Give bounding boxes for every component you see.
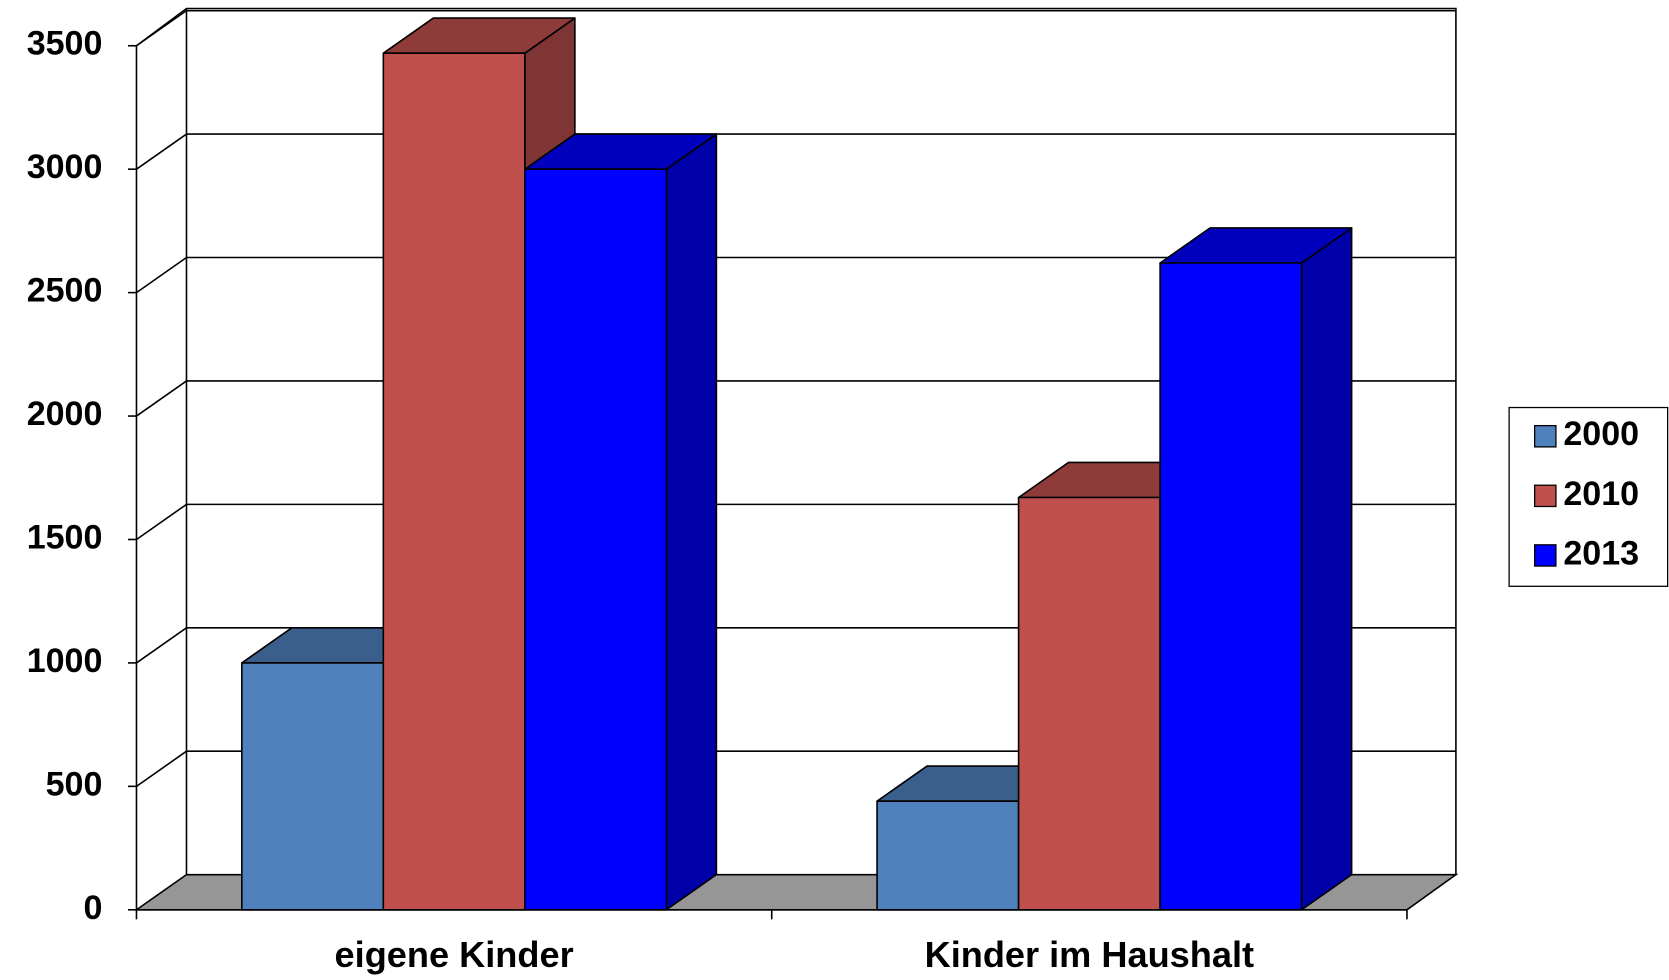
- legend-swatch: [1534, 484, 1557, 508]
- y-tick-label: 1500: [27, 518, 103, 556]
- bar: [524, 133, 718, 911]
- bar-front: [382, 52, 526, 911]
- y-tick-label: 2500: [27, 272, 103, 310]
- legend-label: 2013: [1563, 534, 1639, 572]
- grid-line: [136, 256, 1456, 294]
- legend-label: 2000: [1563, 415, 1639, 453]
- bar-front: [1017, 496, 1161, 911]
- y-tick-label: 500: [46, 765, 103, 803]
- legend-label: 2010: [1563, 475, 1639, 513]
- y-tick-label: 3000: [27, 148, 103, 186]
- bar-side: [665, 133, 718, 911]
- grid-line: [136, 133, 1456, 170]
- bar-front: [876, 800, 1020, 911]
- y-tick-label: 3500: [27, 25, 103, 63]
- grid-line: [136, 380, 1456, 417]
- x-tick-label: eigene Kinder: [335, 934, 574, 975]
- bar: [1159, 227, 1353, 911]
- bar-front: [241, 662, 385, 911]
- bar-front: [524, 168, 668, 911]
- y-tick-label: 1000: [27, 642, 103, 680]
- y-tick-label: 2000: [27, 395, 103, 433]
- grid-line: [136, 9, 1456, 47]
- x-tick-label: Kinder im Haushalt: [925, 934, 1255, 975]
- legend-swatch: [1534, 424, 1557, 448]
- bar-front: [1159, 262, 1303, 911]
- y-tick-label: 0: [83, 889, 102, 927]
- bar-side: [1300, 227, 1353, 911]
- legend-swatch: [1534, 544, 1557, 567]
